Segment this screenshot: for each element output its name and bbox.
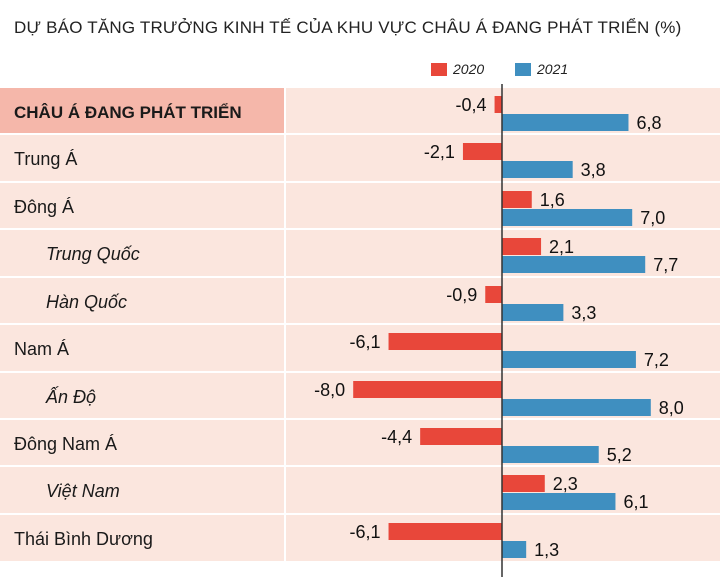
category-row-bg — [0, 135, 284, 181]
category-label: Nam Á — [14, 339, 69, 359]
category-label: Trung Á — [14, 149, 77, 169]
value-label-2020: -8,0 — [314, 380, 345, 400]
legend-swatch-2020 — [431, 63, 447, 76]
legend-label-2021: 2021 — [537, 61, 569, 77]
value-label-2021: 7,0 — [640, 208, 665, 228]
bar-2020 — [388, 333, 502, 350]
bar-2021 — [502, 114, 629, 131]
category-row-bg — [0, 373, 284, 418]
value-label-2021: 6,8 — [636, 113, 661, 133]
category-label: Trung Quốc — [46, 244, 140, 264]
bar-2021 — [502, 161, 573, 178]
value-label-2020: -6,1 — [350, 522, 381, 542]
value-label-2021: 8,0 — [659, 398, 684, 418]
value-label-2020: -6,1 — [350, 332, 381, 352]
value-label-2021: 3,3 — [571, 303, 596, 323]
category-row-bg — [0, 325, 284, 371]
category-label: Việt Nam — [46, 481, 120, 501]
bar-2020 — [353, 381, 502, 398]
value-label-2021: 5,2 — [607, 445, 632, 465]
value-label-2021: 7,7 — [653, 255, 678, 275]
legend-swatch-2021 — [515, 63, 531, 76]
value-label-2020: -2,1 — [424, 142, 455, 162]
value-label-2020: 2,1 — [549, 237, 574, 257]
bar-2021 — [502, 493, 616, 510]
category-row-bg — [0, 183, 284, 228]
bar-2020 — [420, 428, 502, 445]
value-label-2020: 1,6 — [540, 190, 565, 210]
value-label-2021: 3,8 — [581, 160, 606, 180]
category-row-bg — [0, 467, 284, 513]
value-label-2021: 6,1 — [623, 492, 648, 512]
value-label-2020: -0,9 — [446, 285, 477, 305]
value-label-2020: 2,3 — [553, 474, 578, 494]
bar-2021 — [502, 446, 599, 463]
bar-2021 — [502, 399, 651, 416]
category-label: Hàn Quốc — [46, 292, 127, 312]
bar-2021 — [502, 256, 646, 273]
bar-2020 — [462, 143, 502, 160]
value-label-2020: -4,4 — [381, 427, 412, 447]
bar-2020 — [502, 475, 545, 492]
bar-2021 — [502, 304, 564, 321]
category-row-bg — [0, 88, 284, 133]
category-row-bg — [0, 515, 284, 561]
category-label: Thái Bình Dương — [14, 529, 153, 549]
bar-2021 — [502, 351, 636, 368]
bar-2020 — [502, 238, 542, 255]
category-label: Đông Á — [14, 197, 74, 217]
bar-2020 — [494, 96, 502, 113]
category-label: CHÂU Á ĐANG PHÁT TRIỂN — [14, 103, 242, 122]
bar-2020 — [485, 286, 502, 303]
value-label-2021: 7,2 — [644, 350, 669, 370]
bar-2021 — [502, 541, 527, 558]
category-label: Đông Nam Á — [14, 434, 117, 454]
bar-2020 — [502, 191, 532, 208]
chart-title: DỰ BÁO TĂNG TRƯỞNG KINH TẾ CỦA KHU VỰC C… — [14, 18, 682, 37]
value-label-2021: 1,3 — [534, 540, 559, 560]
value-label-2020: -0,4 — [456, 95, 487, 115]
category-label: Ấn Độ — [45, 386, 96, 407]
category-row-bg — [0, 278, 284, 323]
category-row-bg — [0, 420, 284, 465]
legend-label-2020: 2020 — [453, 61, 485, 77]
bar-2021 — [502, 209, 633, 226]
category-row-bg — [0, 230, 284, 276]
bar-2020 — [388, 523, 502, 540]
